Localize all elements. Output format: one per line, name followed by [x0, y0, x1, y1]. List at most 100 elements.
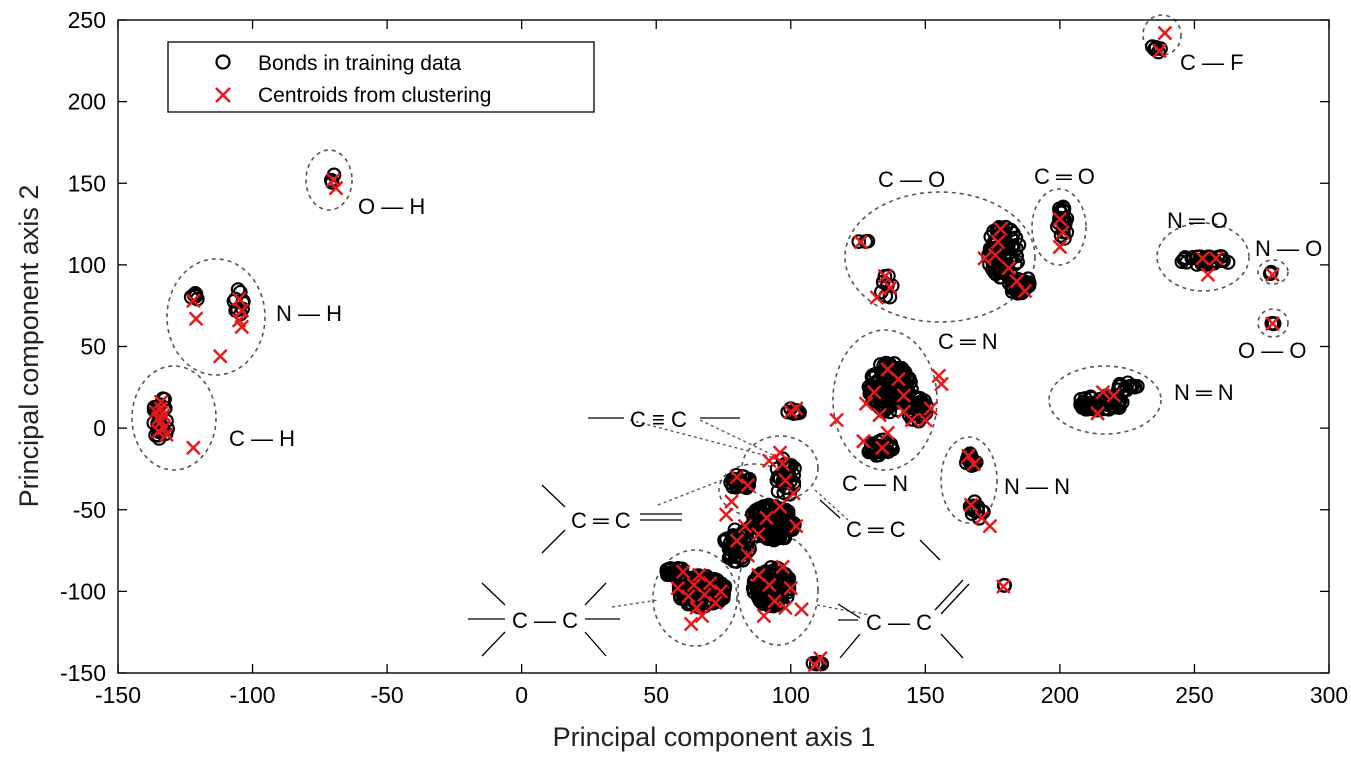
cluster-outline: [741, 435, 819, 501]
centroid-stroke: [740, 477, 756, 493]
label-c-f: C — F: [1180, 50, 1244, 75]
centroid-point: [961, 448, 976, 464]
cluster-outline: [1142, 14, 1182, 56]
centroid-point: [691, 567, 707, 583]
bond-point: [717, 532, 732, 548]
centroid-stroke: [761, 453, 777, 469]
y-tick-label: 250: [68, 7, 106, 33]
centroid-stroke: [786, 486, 801, 501]
centroid-point: [990, 234, 1006, 250]
centroid-stroke: [977, 250, 992, 266]
centroid-point: [1106, 388, 1122, 403]
centroid-stroke: [1017, 283, 1033, 299]
centroid-stroke: [1052, 211, 1068, 227]
leader-line: [611, 599, 659, 608]
label-c-c-single-left: C — C: [512, 608, 578, 633]
centroid-point: [718, 507, 734, 523]
centroid-stroke: [713, 583, 729, 599]
y-axis-title: Principal component axis 2: [14, 185, 44, 508]
centroid-stroke: [1265, 267, 1280, 283]
bond-point: [777, 504, 793, 520]
cluster-outline: [1257, 259, 1289, 285]
centroid-stroke: [995, 579, 1011, 594]
centroid-stroke: [934, 376, 949, 392]
y-tick-label: -100: [60, 578, 106, 604]
bond-point: [776, 572, 791, 588]
x-tick-label: 200: [1041, 682, 1079, 708]
y-tick-label: 0: [93, 415, 106, 441]
centroid-stroke: [1152, 43, 1167, 59]
bond-point: [997, 577, 1013, 593]
x-axis-title: Principal component axis 1: [553, 722, 876, 752]
centroid-point: [683, 616, 699, 632]
centroid-stroke: [783, 404, 799, 420]
centroid-stroke: [904, 412, 920, 428]
label-n-n: N — N: [1004, 474, 1070, 499]
centroid-stroke: [751, 567, 766, 583]
centroid-stroke: [880, 361, 896, 377]
centroid-point: [786, 486, 801, 501]
centroid-stroke: [1265, 316, 1280, 332]
bond-point: [1059, 224, 1075, 240]
centroid-stroke: [729, 469, 745, 485]
centroid-stroke: [1001, 260, 1017, 276]
centroid-stroke: [963, 497, 979, 513]
bond-point: [778, 502, 794, 518]
bond-point: [751, 591, 767, 607]
centroid-stroke: [683, 616, 699, 632]
centroid-point: [1157, 25, 1173, 41]
cluster-outline: [940, 436, 998, 524]
centroid-point: [1055, 224, 1070, 240]
centroid-stroke: [961, 448, 976, 464]
x-tick-label: -150: [95, 682, 141, 708]
centroid-point: [858, 396, 874, 412]
centroid-stroke: [990, 234, 1006, 250]
centroid-point: [856, 433, 871, 449]
centroid-point: [772, 445, 788, 460]
centroid-point: [185, 293, 201, 309]
label-c-c-triple: C ≡ C: [630, 407, 687, 432]
bond-point: [769, 583, 785, 598]
leader-line: [629, 419, 776, 459]
axes: -150 -100 -50 0 50 100 150 200 250 300 -150 -100 -50…: [60, 7, 1348, 708]
centroid-point: [1200, 267, 1216, 283]
centroid-stroke: [702, 575, 718, 591]
centroid-point: [904, 412, 920, 428]
centroid-stroke: [234, 303, 250, 318]
centroid-stroke: [675, 564, 691, 580]
centroid-point: [689, 600, 704, 616]
label-c-c-single-right: C — C: [866, 610, 932, 635]
centroid-stroke: [891, 371, 906, 387]
centroid-stroke: [788, 518, 804, 534]
y-tick-label: -150: [60, 660, 106, 686]
y-tick-label: 100: [68, 252, 106, 278]
centroid-point: [761, 453, 777, 469]
centroid-point: [778, 472, 793, 488]
centroid-point: [794, 601, 809, 617]
centroid-point: [993, 221, 1009, 237]
bond-point: [727, 549, 743, 564]
centroid-point: [751, 526, 766, 542]
centroid-point: [724, 494, 739, 509]
legend-centroids-marker: [215, 87, 231, 103]
y-tick-label: 150: [68, 170, 106, 196]
centroid-stroke: [212, 348, 228, 364]
centroid-stroke: [694, 608, 710, 624]
centroid-point: [982, 518, 998, 534]
leader-line: [699, 419, 774, 456]
bond-point: [1011, 237, 1027, 253]
label-o-o: O — O: [1238, 338, 1306, 363]
label-n-h: N — H: [276, 301, 342, 326]
centroid-stroke: [759, 510, 774, 526]
centroid-stroke: [681, 588, 696, 604]
centroid-point: [737, 518, 753, 534]
centroid-stroke: [1095, 384, 1111, 400]
bond-point: [851, 234, 867, 249]
bond-point: [1264, 315, 1280, 331]
cluster-outline: [844, 191, 1036, 323]
label-c-n: C — N: [842, 471, 908, 496]
centroid-stroke: [896, 388, 912, 403]
label-c-c-double-left: C ═ C: [571, 508, 631, 533]
centroid-stroke: [756, 608, 772, 624]
x-tick-label: -100: [230, 682, 276, 708]
